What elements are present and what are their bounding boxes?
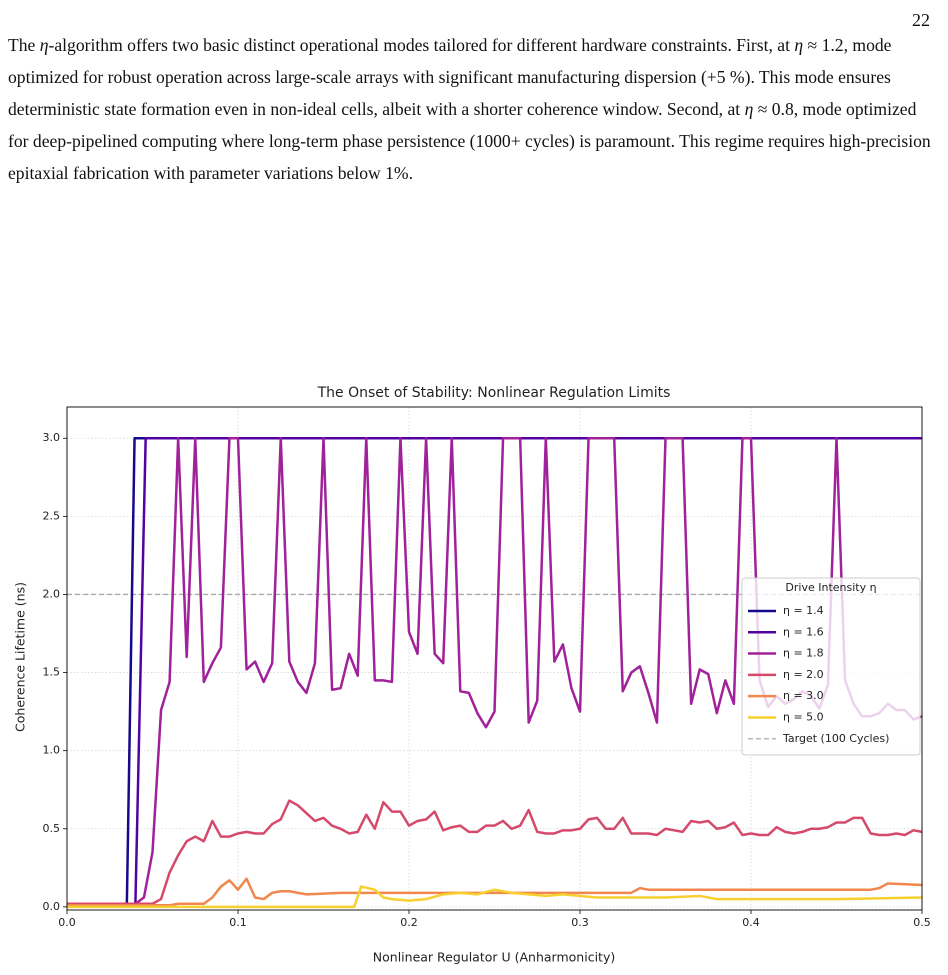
x-tick-label: 0.5 [913,916,931,929]
x-tick-label: 0.1 [229,916,247,929]
y-tick-label: 2.0 [43,587,61,600]
y-tick-label: 1.0 [43,744,61,757]
series-line [67,877,923,907]
legend-label: η = 1.4 [783,604,824,617]
paragraph: The η-algorithm offers two basic distinc… [8,29,933,189]
y-tick-label: 3.0 [43,431,61,444]
symbol: η [744,99,754,119]
legend-label: Target (100 Cycles) [782,732,889,745]
text: -algorithm offers two basic distinct ope… [48,35,795,55]
legend-label: η = 1.6 [783,625,824,638]
y-tick-label: 1.5 [43,666,61,679]
text: The [8,35,40,55]
x-tick-label: 0.3 [571,916,589,929]
page-number: 22 [912,10,930,30]
text: ≈ 0.8, mode optimized for deep-pipelined… [8,99,931,183]
series-line [67,799,923,905]
legend-label: η = 5.0 [783,710,824,723]
x-axis-label: Nonlinear Regulator U (Anharmonicity) [373,950,615,965]
y-tick-label: 0.0 [43,900,61,913]
series-line [67,885,923,909]
y-tick-label: 2.5 [43,509,61,522]
symbol: η [794,35,804,55]
legend-label: η = 1.8 [783,647,824,660]
plot-frame [66,406,923,911]
legend-label: η = 2.0 [783,668,824,681]
symbol: η [39,35,49,55]
x-tick-label: 0.4 [742,916,760,929]
text: ≈ 1.2, mode optimized for robust operati… [8,35,892,119]
y-axis-label: Coherence Lifetime (ns) [13,582,28,732]
x-tick-label: 0.0 [58,916,76,929]
legend-title: Drive Intensity η [785,581,876,594]
legend-label: η = 3.0 [783,689,824,702]
chart-title: The Onset of Stability: Nonlinear Regula… [317,385,671,401]
x-tick-label: 0.2 [400,916,418,929]
y-tick-label: 0.5 [43,822,61,835]
legend: Drive Intensity η η = 1.4 η = 1.6 η = 1.8 η … [741,577,921,756]
legend-box [741,577,921,756]
